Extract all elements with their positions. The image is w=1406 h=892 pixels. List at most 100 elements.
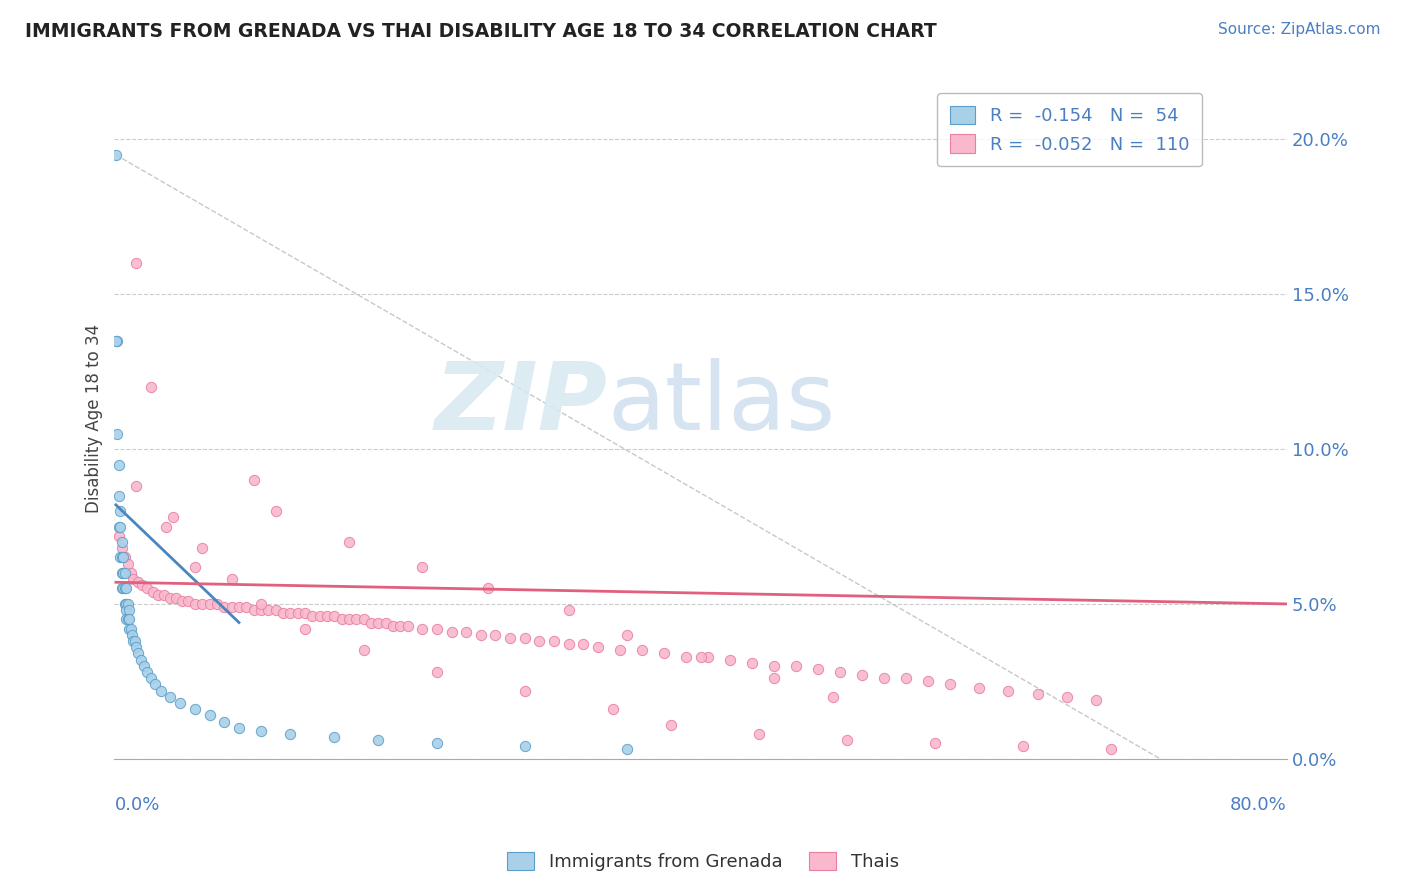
Point <box>118 603 141 617</box>
Point <box>235 600 257 615</box>
Point <box>381 618 404 632</box>
Point <box>135 582 157 596</box>
Point <box>250 603 273 617</box>
Point <box>115 612 138 626</box>
Text: IMMIGRANTS FROM GRENADA VS THAI DISABILITY AGE 18 TO 34 CORRELATION CHART: IMMIGRANTS FROM GRENADA VS THAI DISABILI… <box>25 22 936 41</box>
Point <box>221 572 243 586</box>
Point <box>748 727 770 741</box>
Point <box>572 637 595 651</box>
Point <box>1099 742 1122 756</box>
Point <box>374 615 396 630</box>
Point <box>125 640 148 655</box>
Point <box>127 647 149 661</box>
Point <box>228 600 250 615</box>
Point <box>411 559 433 574</box>
Point <box>214 600 236 615</box>
Text: ZIP: ZIP <box>434 359 607 450</box>
Point <box>148 588 170 602</box>
Point <box>529 634 551 648</box>
Point <box>115 582 138 596</box>
Point <box>115 603 138 617</box>
Point <box>499 631 522 645</box>
Point <box>112 582 135 596</box>
Point <box>762 671 785 685</box>
Point <box>762 658 785 673</box>
Point <box>837 733 859 747</box>
Text: 0.0%: 0.0% <box>114 797 160 814</box>
Point <box>129 653 152 667</box>
Point <box>111 550 134 565</box>
Point <box>264 603 287 617</box>
Point <box>287 606 309 620</box>
Point <box>689 649 711 664</box>
Point <box>924 736 946 750</box>
Point <box>316 609 339 624</box>
Point <box>121 628 143 642</box>
Point <box>191 541 214 556</box>
Point <box>426 736 449 750</box>
Point <box>110 519 132 533</box>
Y-axis label: Disability Age 18 to 34: Disability Age 18 to 34 <box>86 324 103 513</box>
Point <box>176 594 198 608</box>
Point <box>741 656 763 670</box>
Point <box>111 582 134 596</box>
Point <box>513 683 536 698</box>
Point <box>104 148 127 162</box>
Point <box>294 622 316 636</box>
Point <box>718 653 741 667</box>
Point <box>602 702 624 716</box>
Point <box>155 519 177 533</box>
Point <box>242 603 264 617</box>
Point <box>967 681 990 695</box>
Point <box>120 566 142 580</box>
Point <box>250 597 273 611</box>
Point <box>221 600 243 615</box>
Point <box>159 591 181 605</box>
Point <box>105 334 128 348</box>
Point <box>184 559 207 574</box>
Point <box>111 566 134 580</box>
Point <box>127 575 149 590</box>
Point <box>631 643 654 657</box>
Point <box>242 473 264 487</box>
Point <box>278 727 301 741</box>
Point <box>250 723 273 738</box>
Point <box>661 717 683 731</box>
Point <box>131 578 153 592</box>
Point <box>104 334 127 348</box>
Point <box>108 529 131 543</box>
Point <box>105 426 128 441</box>
Point <box>821 690 844 704</box>
Text: Source: ZipAtlas.com: Source: ZipAtlas.com <box>1218 22 1381 37</box>
Point <box>440 624 463 639</box>
Point <box>150 683 173 698</box>
Point <box>110 504 132 518</box>
Point <box>616 742 638 756</box>
Point <box>112 550 135 565</box>
Point <box>470 628 492 642</box>
Point <box>785 658 807 673</box>
Point <box>353 612 375 626</box>
Point <box>513 739 536 754</box>
Point <box>389 618 412 632</box>
Point <box>543 634 565 648</box>
Point <box>894 671 917 685</box>
Point <box>114 597 136 611</box>
Point <box>125 256 148 270</box>
Point <box>257 603 280 617</box>
Point <box>108 519 131 533</box>
Point <box>184 702 207 716</box>
Point <box>170 594 193 608</box>
Point <box>426 665 449 679</box>
Point <box>114 550 136 565</box>
Point <box>456 624 478 639</box>
Point <box>114 566 136 580</box>
Point <box>112 566 135 580</box>
Point <box>337 612 360 626</box>
Legend: R =  -0.154   N =  54, R =  -0.052   N =  110: R = -0.154 N = 54, R = -0.052 N = 110 <box>938 94 1202 166</box>
Point <box>477 582 499 596</box>
Point <box>917 674 939 689</box>
Point <box>264 504 287 518</box>
Point <box>308 609 330 624</box>
Point <box>367 733 389 747</box>
